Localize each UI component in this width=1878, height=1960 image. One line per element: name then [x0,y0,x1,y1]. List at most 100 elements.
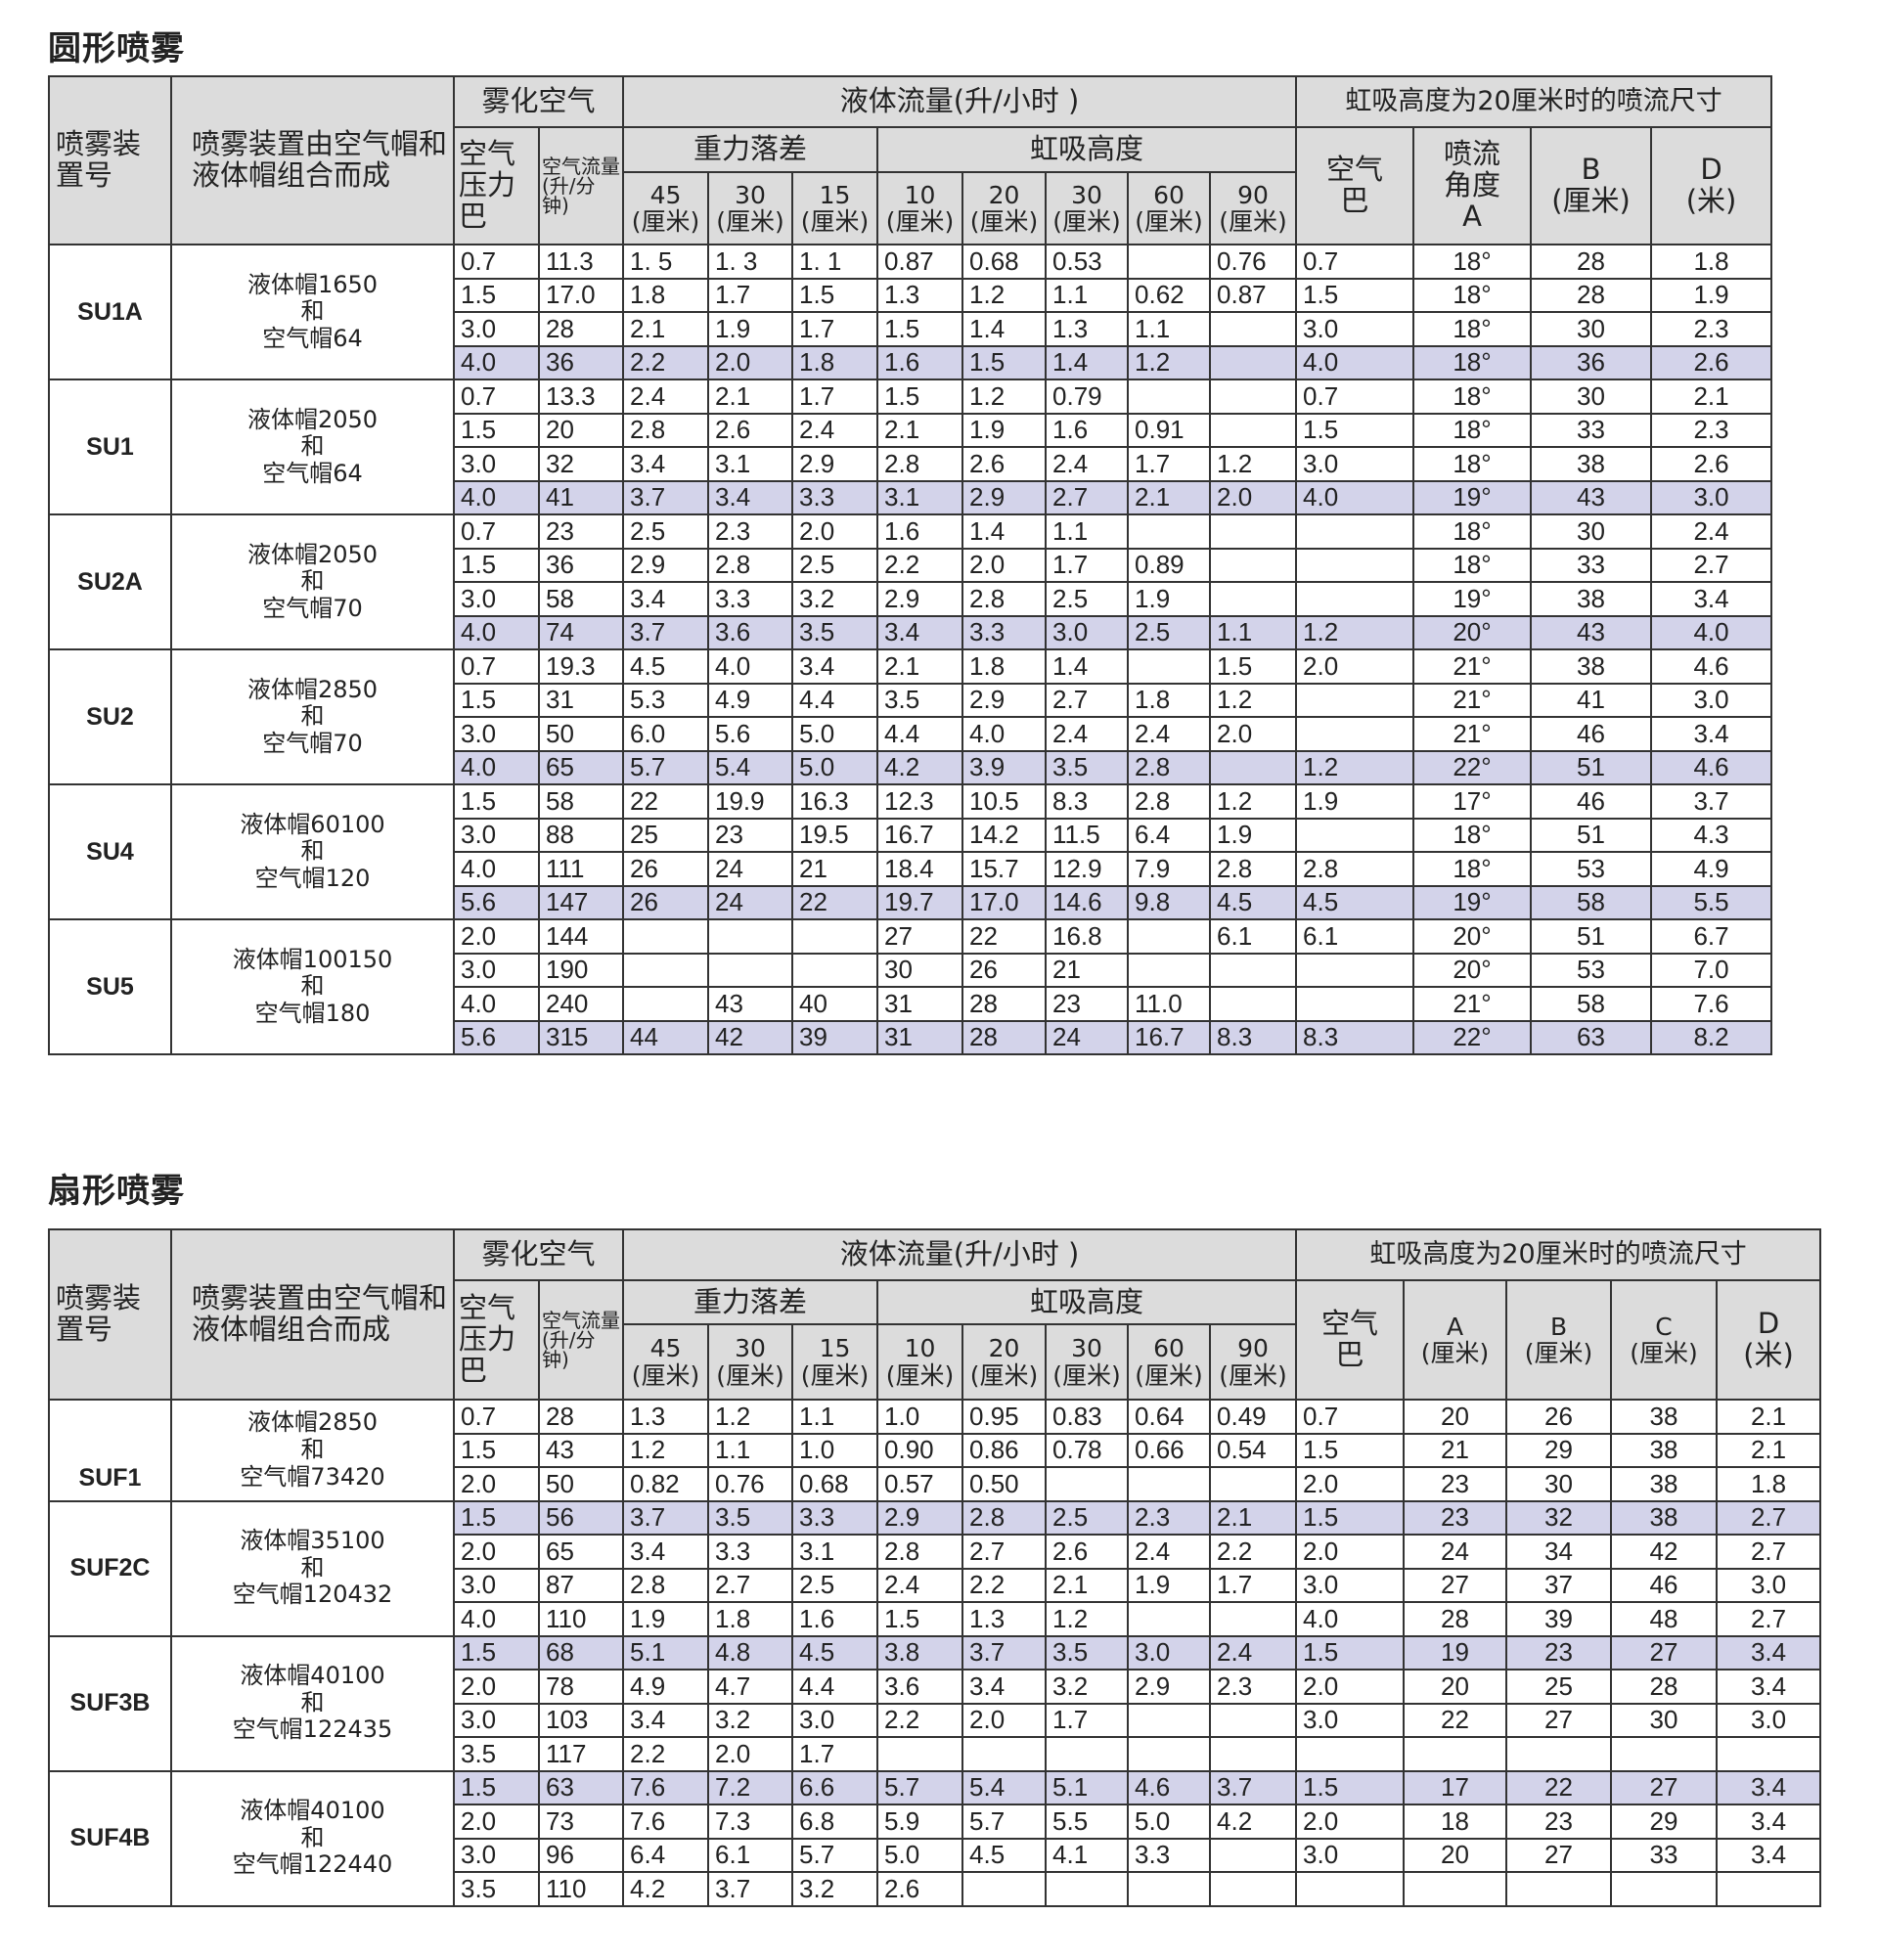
value-cell: 1.6 [876,513,964,550]
value-cell [791,918,879,955]
header-d: D (米) [1650,126,1773,245]
value-cell: 2.1 [876,648,964,685]
value-cell: 0.64 [1127,1399,1212,1435]
value-cell [1403,1871,1508,1907]
value-cell: 3.3 [791,1499,879,1536]
value-cell: 3.6 [876,1669,964,1705]
value-cell: 4.5 [1295,884,1415,920]
table-row: 4.0 41 3.7 3.4 3.3 3.1 2.9 2.7 2.1 2.0 4.0 19° 43 3.0 [49,479,1773,515]
value-cell: 18° [1412,244,1533,280]
value-cell: 2.3 [1650,412,1773,448]
value-cell: 33 [1530,412,1653,448]
value-cell: 27 [1610,1769,1719,1805]
value-cell: 1.5 [453,783,540,820]
value-cell: 31 [876,986,964,1022]
value-cell: 1.5 [453,1432,540,1468]
value-cell: 2.1 [1716,1399,1822,1435]
value-cell [1505,1871,1613,1907]
value-cell: 50 [537,1466,625,1502]
value-cell: 4.6 [1650,648,1773,685]
value-cell [1127,1601,1212,1637]
header-model: 喷雾装置号 [48,75,172,245]
table-row: 4.0 65 5.7 5.4 5.0 4.2 3.9 3.5 2.8 1.2 22° 51 4.6 [49,749,1773,785]
table-row: 1.5 17.0 1.8 1.7 1.5 1.3 1.2 1.1 0.62 0.87 1.5 18° 2… [49,277,1773,313]
composition-cell: 液体帽1650 和 空气帽64 [170,244,455,380]
value-cell: 3.3 [707,581,794,617]
value-cell: 1.8 [1650,244,1773,280]
height-unit: (厘米) [1052,207,1121,236]
header-angle: 喷流角度A [1412,126,1533,245]
value-cell [1209,1871,1298,1907]
value-cell: 27 [1505,1837,1613,1873]
value-cell: 2.6 [1650,446,1773,482]
value-cell: 2.3 [707,513,794,550]
value-cell: 27 [1505,1702,1613,1738]
table-row: 3.0 96 6.4 6.1 5.7 5.0 4.5 4.1 3.3 3.0 20 27 33 3.4 [49,1837,1822,1873]
value-cell: 2.4 [1127,716,1212,752]
value-cell [1209,1601,1298,1637]
value-cell: 6.6 [791,1769,879,1805]
value-cell: 38 [1530,648,1653,685]
height-value: 15 [819,1334,851,1362]
value-cell: 5.0 [791,716,879,752]
value-cell: 7.0 [1650,952,1773,988]
value-cell: 3.0 [453,1702,540,1738]
value-cell: 16.7 [1127,1019,1212,1055]
value-cell: 5.1 [1045,1769,1130,1805]
value-cell: 2.7 [1716,1601,1822,1637]
value-cell: 40 [791,986,879,1022]
value-cell: 2.5 [791,547,879,583]
value-cell: 46 [1610,1567,1719,1603]
value-cell: 2.7 [1650,547,1773,583]
value-cell: 1.4 [1045,648,1130,685]
value-cell: 8.2 [1650,1019,1773,1055]
value-cell: 1.6 [1045,412,1130,448]
value-cell: 53 [1530,952,1653,988]
value-cell: 27 [876,918,964,955]
header-air-pressure: 空气压力巴 [453,126,540,245]
value-cell [1295,986,1415,1022]
value-cell: 22 [1505,1769,1613,1805]
value-cell: 1.7 [791,311,879,347]
value-cell: 18 [1403,1804,1508,1840]
value-cell: 1.9 [961,412,1048,448]
header-a-unit: (厘米) [1420,1339,1490,1367]
value-cell: 25 [622,817,710,853]
value-cell: 0.89 [1127,547,1212,583]
table-row: 4.0 240 43 40 31 28 23 11.0 21° 58 7.6 [49,986,1773,1022]
value-cell: 4.4 [791,682,879,718]
header-height-5: 30 (厘米) [1045,1323,1130,1401]
header-air-bar: 空气巴 [1295,126,1415,245]
value-cell: 0.76 [707,1466,794,1502]
height-unit: (厘米) [969,207,1039,236]
value-cell [1127,918,1212,955]
value-cell: 38 [1610,1466,1719,1502]
table-row: 4.0 74 3.7 3.6 3.5 3.4 3.3 3.0 2.5 1.1 1.2 20° 43 4.0 [49,614,1773,650]
value-cell: 3.7 [622,1499,710,1536]
value-cell: 3.7 [622,614,710,650]
value-cell: 2.8 [1209,851,1298,887]
value-cell: 3.3 [707,1534,794,1570]
table-row: SU1 液体帽2050 和 空气帽64 0.7 13.3 2.4 2.1 1.7 1.5 1.2… [48,379,1773,515]
value-cell: 39 [1505,1601,1613,1637]
value-cell: 0.7 [453,1399,540,1435]
value-cell: 4.2 [876,749,964,785]
value-cell: 3.7 [707,1871,794,1907]
value-cell: 11.5 [1045,817,1130,853]
value-cell [1127,244,1212,280]
value-cell [1045,1466,1130,1502]
value-cell: 5.7 [622,749,710,785]
value-cell: 3.4 [1716,1669,1822,1705]
model-cell: SU4 [48,783,172,920]
value-cell [1295,817,1415,853]
value-cell: 6.1 [707,1837,794,1873]
value-cell [1295,581,1415,617]
header-d: D (米) [1716,1279,1822,1401]
value-cell: 2.5 [622,513,710,550]
value-cell: 0.87 [1209,277,1298,313]
value-cell: 74 [537,614,625,650]
table-row: 3.0 50 6.0 5.6 5.0 4.4 4.0 2.4 2.4 2.0 21° 46 3.4 [49,716,1773,752]
value-cell: 53 [1530,851,1653,887]
value-cell: 2.0 [1209,716,1298,752]
value-cell: 37 [1505,1567,1613,1603]
